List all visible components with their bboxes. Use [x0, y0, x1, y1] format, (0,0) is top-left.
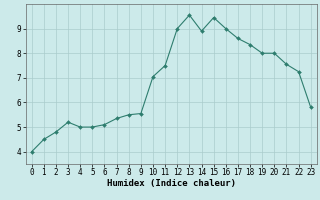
X-axis label: Humidex (Indice chaleur): Humidex (Indice chaleur) — [107, 179, 236, 188]
